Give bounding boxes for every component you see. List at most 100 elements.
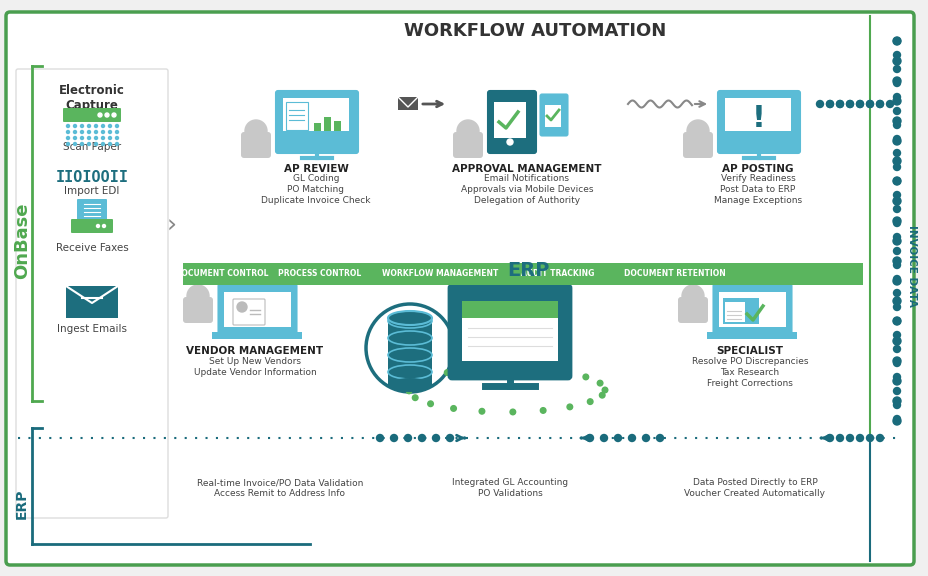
FancyBboxPatch shape [212, 332, 302, 339]
Text: Approvals via Mobile Devices: Approvals via Mobile Devices [460, 185, 593, 194]
Circle shape [97, 113, 102, 117]
Circle shape [597, 380, 602, 386]
Circle shape [109, 142, 111, 146]
Circle shape [893, 275, 899, 282]
Circle shape [73, 124, 76, 127]
Circle shape [81, 142, 84, 146]
FancyBboxPatch shape [713, 285, 791, 335]
Text: Duplicate Invoice Check: Duplicate Invoice Check [261, 196, 370, 205]
Circle shape [87, 131, 90, 134]
FancyBboxPatch shape [397, 97, 418, 110]
Circle shape [450, 406, 456, 411]
Circle shape [479, 408, 484, 414]
Circle shape [893, 206, 899, 213]
Circle shape [101, 131, 104, 134]
Circle shape [656, 434, 663, 441]
Text: Data Posted Directly to ERP
Voucher Created Automatically: Data Posted Directly to ERP Voucher Crea… [684, 478, 825, 498]
Circle shape [893, 135, 899, 142]
Circle shape [444, 370, 449, 376]
FancyBboxPatch shape [717, 91, 799, 153]
Circle shape [835, 100, 843, 108]
Text: Set Up New Vendors: Set Up New Vendors [209, 357, 301, 366]
Circle shape [826, 434, 832, 441]
Circle shape [893, 290, 899, 297]
Circle shape [109, 124, 111, 127]
Text: Receive Faxes: Receive Faxes [56, 243, 128, 253]
Circle shape [95, 142, 97, 146]
FancyBboxPatch shape [283, 98, 349, 136]
Circle shape [856, 100, 862, 108]
Circle shape [502, 365, 508, 371]
Text: Ingest Emails: Ingest Emails [57, 324, 127, 334]
Circle shape [457, 120, 479, 142]
Circle shape [561, 369, 566, 375]
Ellipse shape [388, 378, 432, 392]
Text: SPECIALIST: SPECIALIST [715, 346, 782, 356]
FancyBboxPatch shape [77, 199, 107, 223]
Circle shape [245, 120, 266, 142]
Circle shape [866, 434, 872, 441]
Text: PROCESS CONTROL: PROCESS CONTROL [278, 270, 361, 279]
Circle shape [892, 77, 900, 85]
Text: !: ! [752, 104, 765, 133]
Text: Integrated GL Accounting
PO Validations: Integrated GL Accounting PO Validations [451, 478, 567, 498]
Circle shape [892, 357, 900, 365]
FancyBboxPatch shape [724, 131, 790, 136]
Circle shape [81, 131, 84, 134]
Text: ERP: ERP [507, 261, 548, 280]
FancyBboxPatch shape [218, 285, 296, 335]
Circle shape [432, 434, 439, 441]
FancyBboxPatch shape [718, 292, 785, 327]
Circle shape [73, 137, 76, 139]
Circle shape [866, 100, 872, 108]
FancyBboxPatch shape [487, 91, 535, 153]
Circle shape [115, 131, 119, 134]
Circle shape [406, 388, 411, 393]
Circle shape [892, 57, 900, 65]
FancyBboxPatch shape [448, 285, 571, 379]
FancyBboxPatch shape [6, 12, 913, 565]
Circle shape [586, 434, 593, 441]
FancyBboxPatch shape [682, 132, 712, 158]
Text: Resolve PO Discrepancies: Resolve PO Discrepancies [691, 357, 807, 366]
Circle shape [687, 120, 708, 142]
FancyBboxPatch shape [286, 102, 308, 130]
Circle shape [893, 79, 899, 86]
Circle shape [892, 97, 900, 105]
FancyBboxPatch shape [324, 117, 330, 131]
Circle shape [566, 404, 572, 410]
Circle shape [95, 124, 97, 127]
FancyBboxPatch shape [540, 94, 567, 135]
Text: Scan Paper: Scan Paper [63, 142, 121, 152]
Circle shape [845, 100, 853, 108]
Circle shape [892, 157, 900, 165]
Circle shape [893, 164, 899, 170]
FancyBboxPatch shape [183, 263, 862, 285]
Text: WORKFLOW MANAGEMENT: WORKFLOW MANAGEMENT [381, 270, 497, 279]
Circle shape [892, 297, 900, 305]
Circle shape [73, 142, 76, 146]
Circle shape [893, 233, 899, 241]
Circle shape [112, 113, 116, 117]
Circle shape [893, 346, 899, 353]
Text: Verify Readiness: Verify Readiness [720, 174, 794, 183]
Circle shape [893, 66, 899, 73]
Circle shape [115, 137, 119, 139]
Circle shape [893, 108, 899, 115]
Circle shape [67, 124, 70, 127]
FancyBboxPatch shape [453, 132, 483, 158]
Circle shape [95, 131, 97, 134]
Circle shape [446, 434, 453, 441]
Circle shape [409, 381, 415, 386]
Circle shape [115, 124, 119, 127]
Text: Manage Exceptions: Manage Exceptions [714, 196, 801, 205]
Circle shape [102, 225, 106, 228]
Circle shape [856, 100, 862, 108]
Circle shape [893, 388, 899, 395]
Circle shape [826, 100, 832, 108]
FancyBboxPatch shape [283, 131, 349, 136]
Circle shape [893, 248, 899, 255]
FancyBboxPatch shape [66, 286, 118, 318]
Circle shape [642, 434, 649, 441]
Text: Email Notifications: Email Notifications [484, 174, 569, 183]
